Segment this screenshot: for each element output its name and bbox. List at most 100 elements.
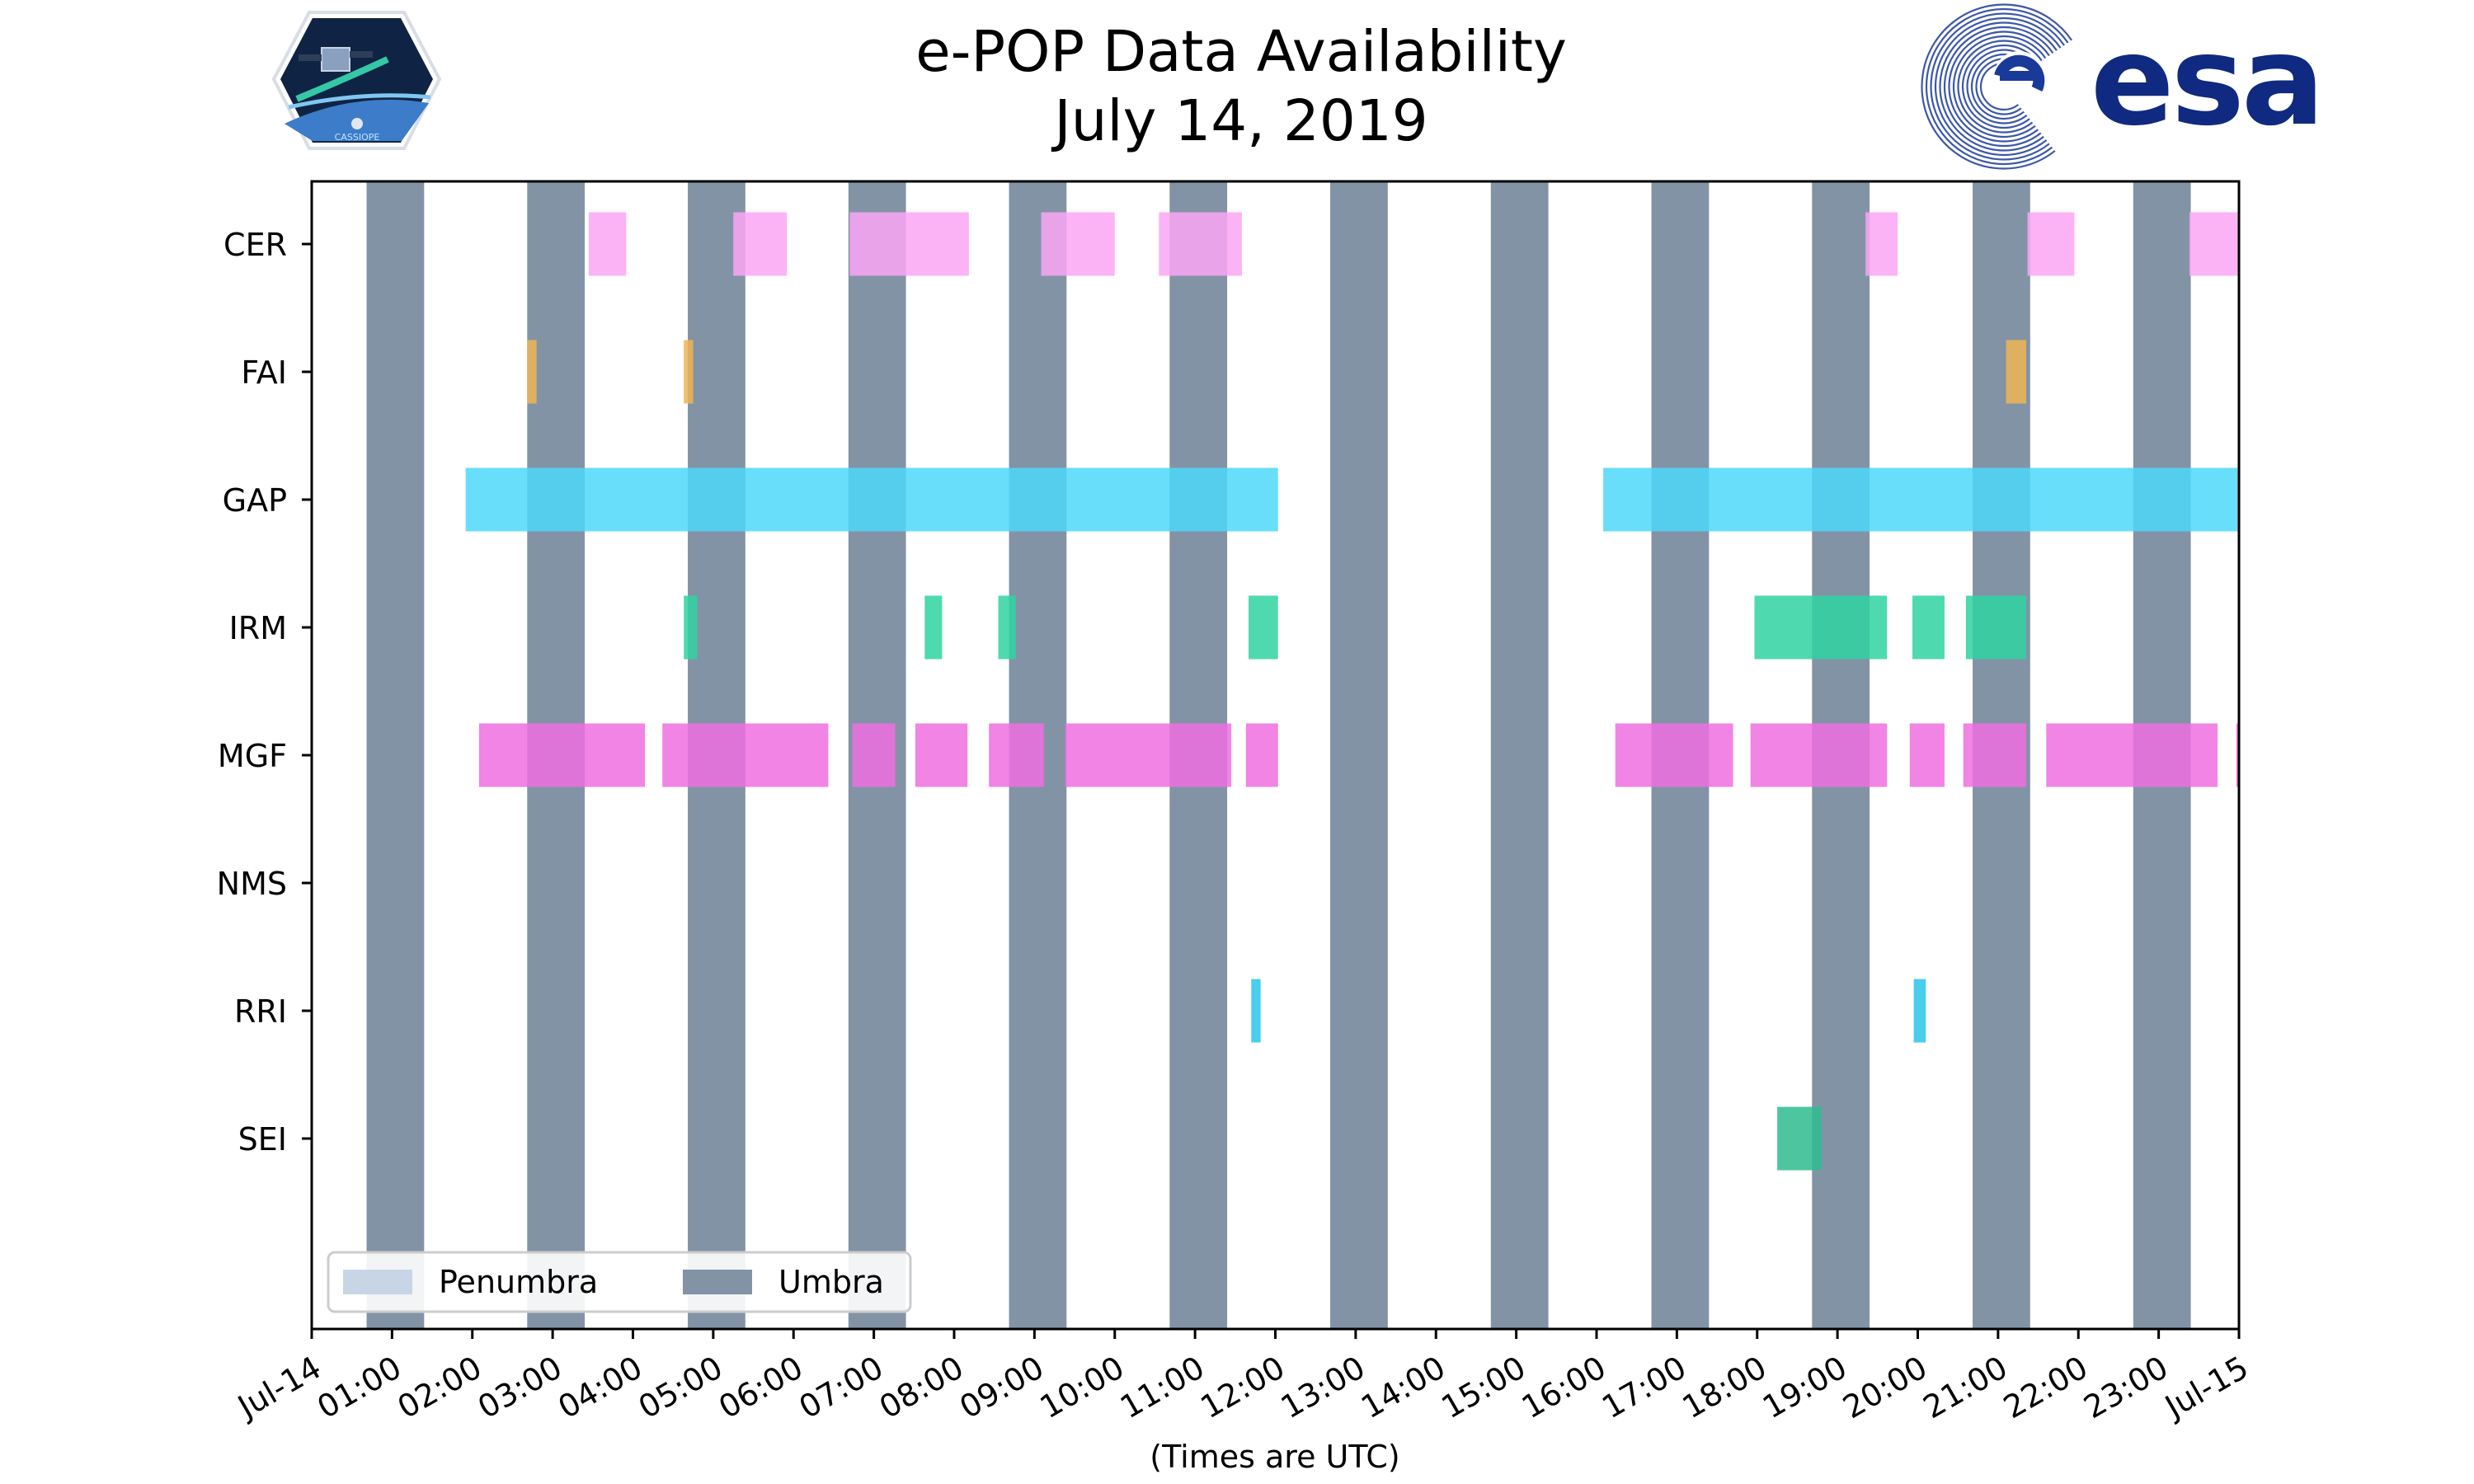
esa-logo: esa — [1921, 3, 2325, 170]
legend-label-umbra: Umbra — [778, 1264, 884, 1300]
y-axis: CER FAI GAP IRM MGF NMS RRI SEI — [217, 227, 312, 1158]
x-tick-label: 08:00 — [873, 1349, 970, 1425]
data-bar-irm — [684, 595, 698, 660]
x-tick-label: 18:00 — [1677, 1349, 1773, 1425]
data-bar-irm — [1754, 595, 1888, 660]
x-tick-label: 04:00 — [552, 1349, 648, 1425]
data-bar-mgf — [1963, 723, 2026, 787]
x-tick-label: 09:00 — [953, 1349, 1050, 1425]
x-tick-label: 03:00 — [472, 1349, 568, 1425]
x-tick-label: 22:00 — [1997, 1349, 2094, 1425]
data-bar-rri — [1251, 979, 1261, 1043]
x-tick-label: Jul-14 — [231, 1349, 327, 1425]
y-tick-label: CER — [223, 227, 287, 263]
legend-label-penumbra: Penumbra — [439, 1264, 598, 1300]
y-tick-label: FAI — [241, 355, 287, 391]
x-tick-label: 01:00 — [311, 1349, 407, 1425]
esa-swirl-line — [1939, 21, 2058, 152]
data-bar-irm — [998, 595, 1016, 660]
esa-swirl-line — [1943, 26, 2054, 148]
esa-swirl-line — [1934, 16, 2062, 157]
y-tick-label: NMS — [217, 866, 287, 902]
y-tick-label: IRM — [229, 610, 287, 646]
x-axis: Jul-1401:0002:0003:0004:0005:0006:0007:0… — [231, 1329, 2255, 1425]
esa-swirl-line — [1966, 49, 2035, 124]
x-tick-label: 06:00 — [713, 1349, 809, 1425]
esa-swirl-line — [1930, 12, 2065, 161]
x-tick-label: 11:00 — [1114, 1349, 1211, 1425]
y-tick-label: MGF — [218, 738, 287, 774]
legend: Penumbra Umbra — [327, 1251, 912, 1313]
data-bar-irm — [1912, 595, 1945, 660]
data-bar-mgf — [1615, 723, 1733, 787]
data-bar-cer — [2189, 212, 2239, 276]
esa-swirl-line — [1921, 3, 2073, 170]
umbra-band — [1330, 181, 1388, 1329]
x-axis-label: (Times are UTC) — [1150, 1439, 1399, 1475]
data-bar-mgf — [2236, 723, 2239, 787]
x-tick-label: 10:00 — [1034, 1349, 1131, 1425]
x-tick-label: 14:00 — [1355, 1349, 1451, 1425]
svg-text:CASSIOPE: CASSIOPE — [335, 132, 380, 143]
data-bar-mgf — [662, 723, 829, 787]
data-bar-irm — [924, 595, 943, 660]
chart-subtitle: July 14, 2019 — [1051, 88, 1427, 154]
esa-swirl-mark — [1921, 3, 2073, 170]
data-bar-mgf — [1245, 723, 1278, 787]
data-bar-mgf — [852, 723, 896, 787]
x-tick-label: Jul-15 — [2158, 1349, 2255, 1425]
legend-swatch-penumbra — [343, 1270, 412, 1294]
x-tick-label: 05:00 — [633, 1349, 729, 1425]
data-bar-irm — [1965, 595, 2026, 660]
data-bar-mgf — [989, 723, 1044, 787]
data-bar-cer — [1865, 212, 1898, 276]
data-bar-gap — [465, 467, 1278, 532]
esa-swirl-line — [1925, 7, 2069, 166]
data-bar-mgf — [2046, 723, 2218, 787]
data-bar-cer — [849, 212, 969, 276]
x-tick-label: 13:00 — [1275, 1349, 1371, 1425]
x-tick-label: 12:00 — [1194, 1349, 1291, 1425]
umbra-band — [366, 181, 425, 1329]
esa-swirl-e — [1994, 54, 2045, 92]
data-bar-mgf — [478, 723, 646, 787]
x-tick-label: 16:00 — [1516, 1349, 1612, 1425]
esa-swirl-line — [1948, 31, 2050, 143]
x-tick-label: 23:00 — [2078, 1349, 2175, 1425]
esa-swirl-line — [1957, 40, 2043, 134]
data-bar-fai — [2006, 340, 2026, 404]
data-bar-irm — [1249, 595, 1278, 660]
data-bar-cer — [1159, 212, 1242, 276]
data-bar-cer — [588, 212, 627, 276]
data-bar-fai — [527, 340, 537, 404]
data-bar-mgf — [1909, 723, 1945, 787]
x-tick-label: 19:00 — [1757, 1349, 1853, 1425]
data-bar-cer — [1041, 212, 1115, 276]
legend-swatch-umbra — [683, 1270, 752, 1294]
data-bar-mgf — [1065, 723, 1231, 787]
esa-swirl-line — [1952, 35, 2047, 139]
data-bar-fai — [684, 340, 694, 404]
data-bar-cer — [733, 212, 788, 276]
data-bar-cer — [2027, 212, 2075, 276]
umbra-band — [1490, 181, 1549, 1329]
x-tick-label: 02:00 — [392, 1349, 488, 1425]
data-bar-rri — [1913, 979, 1926, 1043]
y-tick-label: GAP — [223, 482, 287, 519]
x-tick-label: 21:00 — [1917, 1349, 2014, 1425]
legend-box — [327, 1251, 912, 1313]
data-bar-gap — [1603, 467, 2239, 532]
svg-text:esa: esa — [2091, 10, 2321, 153]
x-tick-label: 15:00 — [1436, 1349, 1532, 1425]
x-tick-label: 17:00 — [1596, 1349, 1692, 1425]
instrument-bars — [465, 212, 2239, 1171]
data-bar-mgf — [915, 723, 968, 787]
x-tick-label: 07:00 — [793, 1349, 890, 1425]
cassiope-logo: CASSIOPE — [271, 11, 442, 150]
y-tick-label: SEI — [238, 1121, 287, 1158]
chart-title: e-POP Data Availability — [915, 19, 1567, 85]
y-tick-label: RRI — [234, 993, 287, 1030]
esa-swirl-line — [1961, 44, 2039, 129]
